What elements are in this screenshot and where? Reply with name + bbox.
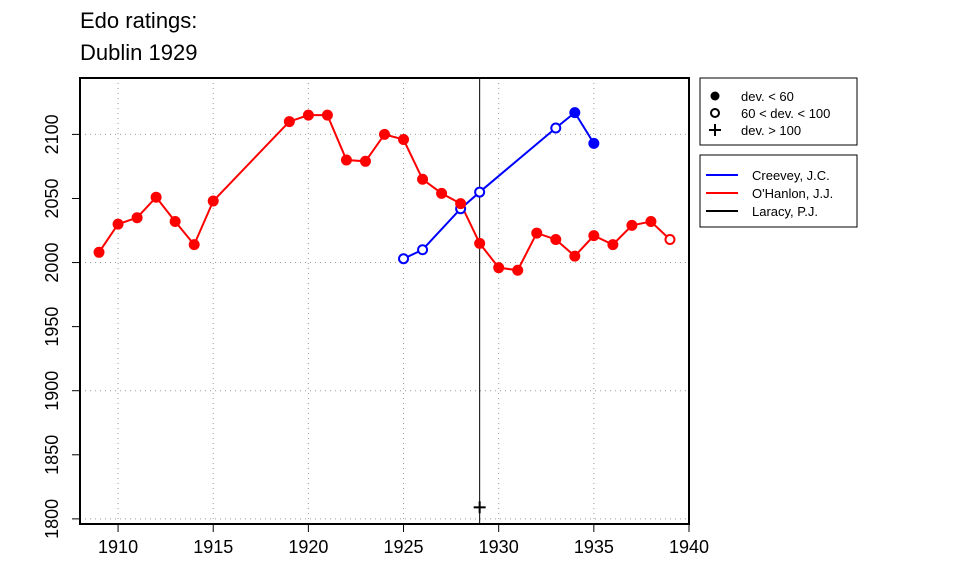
x-tick-label: 1935 (574, 537, 614, 557)
x-tick-label: 1940 (669, 537, 709, 557)
data-point (283, 116, 295, 128)
data-point (207, 195, 219, 207)
data-point (321, 109, 333, 121)
data-point (379, 128, 390, 140)
series-legend-label: Laracy, P.J. (752, 204, 818, 219)
data-point (588, 137, 600, 149)
data-point (588, 230, 600, 242)
x-tick-label: 1930 (479, 537, 519, 557)
data-point (302, 109, 314, 121)
deviation-legend-label: 60 < dev. < 100 (741, 106, 830, 121)
data-point (607, 239, 619, 251)
data-point (531, 227, 543, 239)
x-tick-label: 1910 (98, 537, 138, 557)
legend-symbol-open-circle (710, 108, 720, 118)
y-tick-label: 2000 (42, 243, 62, 283)
data-point (398, 253, 410, 265)
data-point (569, 250, 581, 262)
data-point (474, 186, 486, 198)
x-tick-label: 1925 (384, 537, 424, 557)
plot-frame (79, 77, 690, 525)
data-point (569, 107, 581, 119)
series-line (98, 114, 671, 272)
series-legend-box (699, 154, 858, 228)
data-point (417, 244, 429, 256)
series-legend-label: O'Hanlon, J.J. (752, 186, 833, 201)
x-tick-label: 1920 (288, 537, 328, 557)
legend-symbol-filled-circle (710, 91, 720, 101)
data-point (512, 264, 524, 276)
chart-title-line-2: Dublin 1929 (80, 40, 198, 65)
data-point (455, 198, 467, 210)
deviation-legend-label: dev. > 100 (741, 123, 801, 138)
data-point (664, 233, 676, 245)
y-tick-label: 1950 (42, 307, 62, 347)
x-tick-label: 1915 (193, 537, 233, 557)
data-point (93, 246, 105, 258)
data-point (645, 216, 657, 228)
series-legend-label: Creevey, J.C. (752, 168, 830, 183)
data-point (436, 187, 448, 199)
data-point (112, 218, 124, 230)
data-point (550, 233, 562, 245)
data-point (188, 239, 200, 251)
chart-title-line-1: Edo ratings: (80, 8, 198, 33)
data-point (340, 154, 352, 166)
deviation-legend-label: dev. < 60 (741, 89, 794, 104)
data-point (626, 219, 638, 231)
data-point (359, 155, 371, 167)
data-point (474, 237, 486, 249)
y-tick-label: 1900 (42, 371, 62, 411)
y-tick-label: 2050 (42, 178, 62, 218)
deviation-legend-box (699, 77, 858, 146)
data-point (169, 216, 181, 228)
data-point (550, 122, 562, 134)
data-point (131, 212, 143, 224)
y-tick-label: 2100 (42, 114, 62, 154)
y-tick-label: 1850 (42, 435, 62, 475)
data-point (150, 191, 162, 203)
data-point (493, 262, 505, 274)
data-point (417, 173, 429, 185)
data-point (398, 134, 410, 146)
y-tick-label: 1800 (42, 499, 62, 539)
